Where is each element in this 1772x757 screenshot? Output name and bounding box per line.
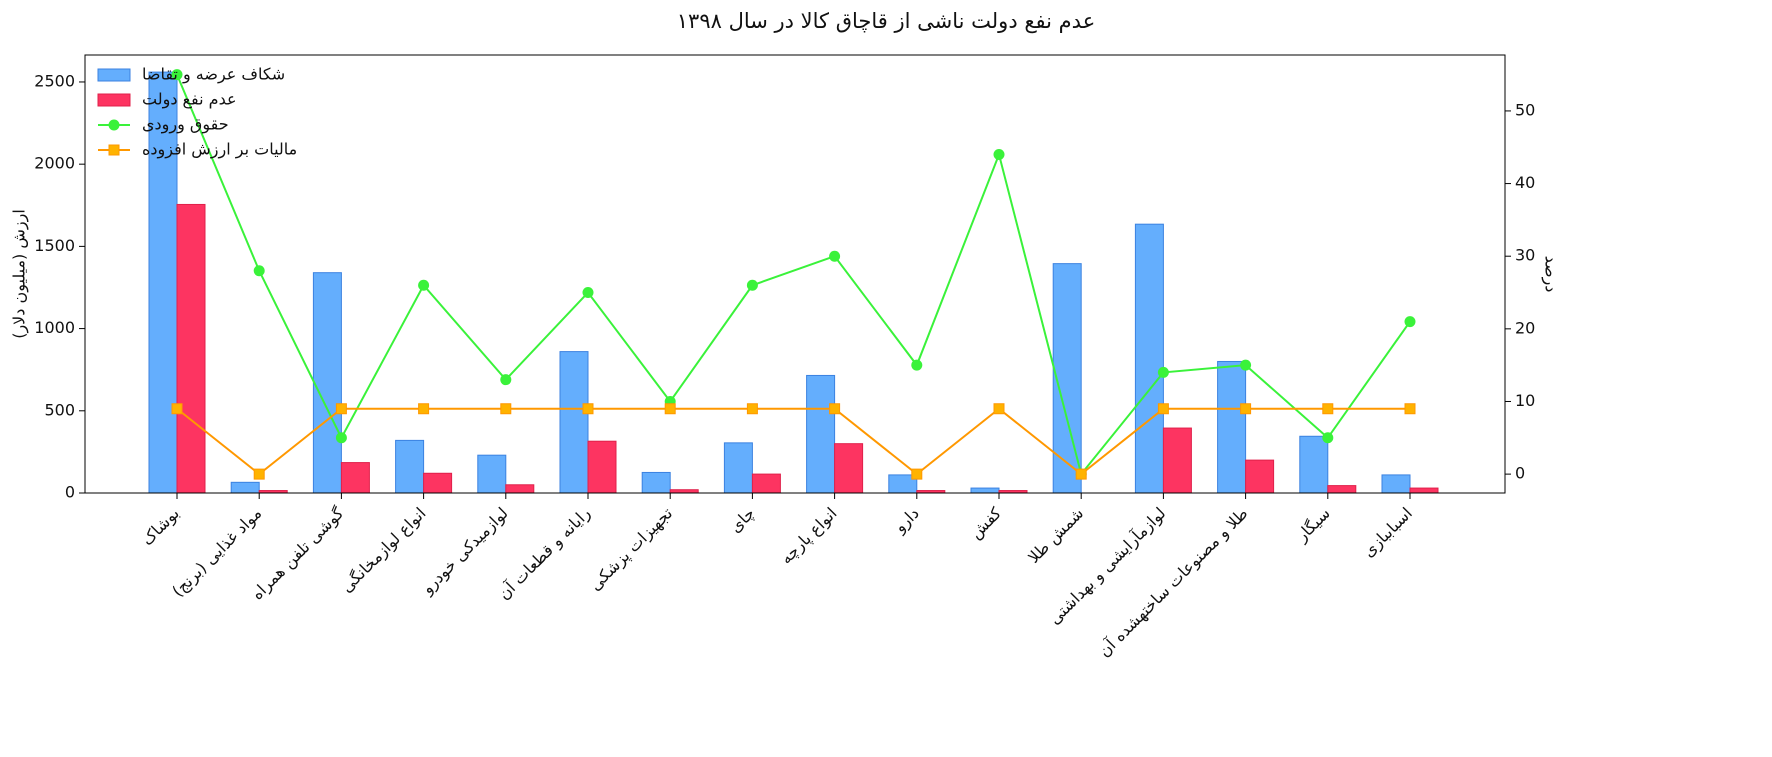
bar [1134, 223, 1164, 494]
marker [1240, 403, 1252, 415]
bar [148, 71, 178, 494]
bar [423, 472, 453, 494]
marker [418, 403, 430, 415]
marker [582, 403, 594, 415]
bar [1327, 485, 1357, 494]
bar [559, 351, 589, 494]
legend-label: شکاف عرضه و تقاضا [142, 65, 285, 85]
line [176, 407, 1410, 476]
legend-label: عدم نفع دولت [142, 90, 237, 110]
marker [746, 403, 758, 415]
x-tick-label: دارو [890, 504, 924, 538]
bar [395, 439, 425, 494]
chart-title: عدم نفع دولت ناشی از قاچاق کالا در سال ۱… [677, 9, 1095, 33]
bar [641, 471, 671, 494]
y2-tick-label: 50 [1515, 100, 1535, 119]
plot-frame [84, 54, 1506, 494]
legend-marker [108, 119, 120, 131]
bar [340, 462, 370, 494]
legend-swatch [97, 68, 131, 82]
y2-tick-label: 20 [1515, 318, 1535, 337]
y-tick-label: 0 [65, 483, 75, 502]
legend-label: حقوق ورودی [142, 115, 229, 135]
x-tick-label: طلا و مصنوعات ساختهشده آن [1095, 504, 1253, 662]
bar [970, 487, 1000, 494]
x-tick-label: انواع پارچه [776, 504, 841, 569]
x-tick-label: چای [726, 504, 759, 537]
y2-tick-label: 30 [1515, 246, 1535, 265]
y-tick-label: 1500 [34, 236, 75, 255]
marker [1157, 403, 1169, 415]
marker [829, 250, 841, 262]
bar [230, 481, 260, 494]
bar [312, 272, 342, 494]
marker [253, 468, 265, 480]
marker [500, 403, 512, 415]
legend: شکاف عرضه و تقاضا عدم نفع دولت حقوق ورودی م… [97, 65, 297, 160]
y-tick-label: 2000 [34, 154, 75, 173]
marker [993, 403, 1005, 415]
marker [1404, 316, 1416, 328]
x-tick-label: شمش طلا [1024, 504, 1088, 568]
y-tick-label: 1000 [34, 318, 75, 337]
marker [1322, 403, 1334, 415]
bar [1245, 459, 1275, 494]
bar [1409, 487, 1439, 494]
y-tick-label: 500 [44, 400, 75, 419]
bar [1299, 435, 1329, 494]
bar [477, 454, 507, 494]
bar [834, 443, 864, 494]
bar [723, 442, 753, 494]
x-tick-label: تجهیزات پزشکی [586, 504, 677, 595]
x-tick-label: کفش [966, 503, 1006, 543]
marker [582, 287, 594, 299]
bar [1381, 474, 1411, 494]
y2-tick-label: 40 [1515, 173, 1535, 192]
marker [911, 468, 923, 480]
x-tick-label: بوشاک [138, 504, 184, 550]
y-tick-label: 2500 [34, 71, 75, 90]
marker [171, 69, 183, 81]
marker [1322, 432, 1334, 444]
line [176, 74, 1411, 477]
legend-swatch [97, 93, 131, 107]
x-tick-label: انواع لوازمخانگی [337, 504, 430, 597]
bar [806, 374, 836, 494]
bar [505, 484, 535, 494]
marker [1404, 403, 1416, 415]
legend-marker [108, 144, 120, 156]
marker [1157, 366, 1169, 378]
marker [335, 432, 347, 444]
marker [335, 403, 347, 415]
y2-axis-label: درصد [1541, 256, 1561, 293]
x-tick-label: اسباببازی [1359, 504, 1417, 562]
bar [1162, 427, 1192, 494]
bar [751, 473, 781, 494]
bar [176, 203, 206, 494]
marker [829, 403, 841, 415]
marker [911, 359, 923, 371]
marker [1240, 359, 1252, 371]
marker [500, 374, 512, 386]
x-tick-label: سیگار [1292, 504, 1335, 547]
marker [171, 403, 183, 415]
marker [418, 279, 430, 291]
marker [1075, 468, 1087, 480]
marker [253, 265, 265, 277]
y2-tick-label: 10 [1515, 391, 1535, 410]
marker [664, 403, 676, 415]
bar [587, 440, 617, 494]
marker [993, 149, 1005, 161]
legend-label: مالیات بر ارزش افزوده [142, 140, 297, 160]
y2-tick-label: 0 [1515, 464, 1525, 483]
marker [746, 279, 758, 291]
y-axis-label: ارزش (میلیون دلار) [10, 209, 30, 339]
bar [1217, 360, 1247, 494]
